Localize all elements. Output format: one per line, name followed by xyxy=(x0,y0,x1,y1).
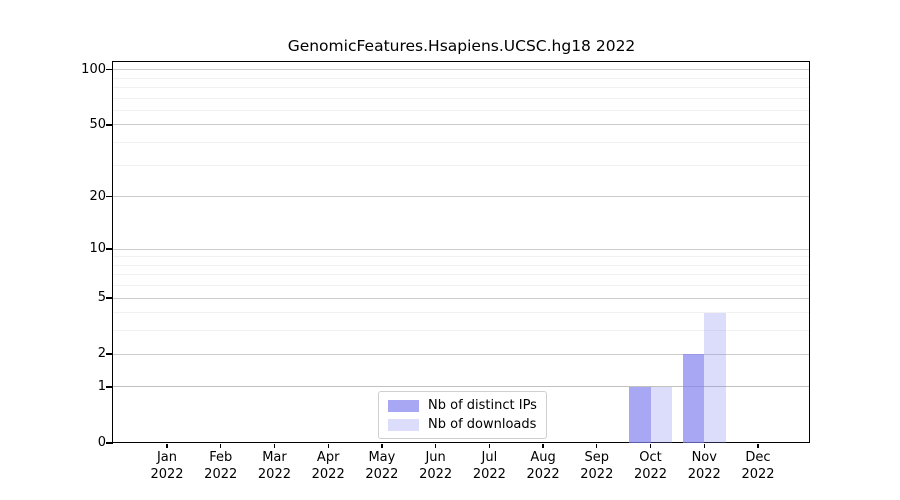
x-tick-mark xyxy=(488,443,490,448)
y-tick-label-20: 20 xyxy=(89,188,106,204)
x-tick-label-nov: Nov 2022 xyxy=(687,450,721,482)
plot-area xyxy=(112,61,810,443)
gridline-major xyxy=(113,124,809,126)
x-tick-label-oct: Oct 2022 xyxy=(633,450,668,482)
y-tick-label-50: 50 xyxy=(89,116,106,132)
y-tick-mark xyxy=(106,297,113,299)
chart-title: GenomicFeatures.Hsapiens.UCSC.hg18 2022 xyxy=(287,37,636,55)
legend-swatch-downloads xyxy=(388,418,419,431)
x-tick-mark xyxy=(327,443,329,448)
y-tick-label-100: 100 xyxy=(81,61,106,77)
gridline-minor xyxy=(113,285,809,287)
y-tick-mark xyxy=(106,196,113,198)
gridline-major xyxy=(113,196,809,198)
x-tick-mark xyxy=(381,443,383,448)
x-tick-mark xyxy=(596,443,598,448)
x-tick-mark xyxy=(220,443,222,448)
bar-downloads-nov xyxy=(704,312,726,443)
gridline-minor xyxy=(113,164,809,166)
gridline-minor xyxy=(113,77,809,79)
gridline-major xyxy=(113,297,809,299)
legend-label-downloads: Nb of downloads xyxy=(428,417,537,432)
x-tick-mark xyxy=(757,443,759,448)
gridline-minor xyxy=(113,330,809,332)
x-tick-mark xyxy=(542,443,544,448)
gridline-minor xyxy=(113,312,809,314)
legend-swatch-distinct-ips xyxy=(388,399,419,412)
gridline-minor xyxy=(113,109,809,111)
legend: Nb of distinct IPs Nb of downloads xyxy=(378,391,547,439)
y-tick-mark xyxy=(106,386,113,388)
x-tick-label-apr: Apr 2022 xyxy=(311,450,345,482)
gridline-minor xyxy=(113,264,809,266)
y-tick-mark xyxy=(106,442,113,444)
y-tick-label-0: 0 xyxy=(97,435,106,450)
y-tick-label-10: 10 xyxy=(89,241,106,256)
y-tick-label-5: 5 xyxy=(97,290,106,306)
x-tick-mark xyxy=(273,443,276,448)
x-tick-mark xyxy=(703,443,705,448)
x-tick-label-may: May 2022 xyxy=(365,450,399,482)
legend-label-distinct-ips: Nb of distinct IPs xyxy=(428,398,537,413)
y-tick-mark xyxy=(106,353,113,355)
gridline-minor xyxy=(113,97,809,99)
gridline-major xyxy=(113,386,809,388)
legend-entry-distinct-ips: Nb of distinct IPs xyxy=(388,398,537,413)
x-tick-mark xyxy=(166,443,168,448)
bar-downloads-oct xyxy=(650,386,673,443)
gridline-major xyxy=(113,248,809,250)
x-tick-label-dec: Dec 2022 xyxy=(741,450,775,482)
gridline-minor xyxy=(113,86,809,88)
x-tick-label-jun: Jun 2022 xyxy=(419,450,453,482)
x-tick-label-sep: Sep 2022 xyxy=(580,450,614,482)
y-tick-mark xyxy=(106,248,113,250)
x-tick-mark xyxy=(434,443,437,448)
gridline-minor xyxy=(113,256,809,258)
y-tick-label-1: 1 xyxy=(97,378,106,394)
y-tick-mark xyxy=(106,124,113,126)
gridline-major xyxy=(113,69,809,71)
x-tick-mark xyxy=(649,443,652,448)
x-tick-label-feb: Feb 2022 xyxy=(204,450,238,482)
legend-entry-downloads: Nb of downloads xyxy=(388,417,537,432)
bar-distinct-ips-nov xyxy=(682,354,705,443)
y-tick-mark xyxy=(106,68,113,71)
x-tick-label-jan: Jan 2022 xyxy=(150,450,184,482)
gridline-minor xyxy=(113,274,809,276)
gridline-major xyxy=(113,353,809,355)
y-tick-label-2: 2 xyxy=(97,346,106,362)
bar-distinct-ips-oct xyxy=(629,386,651,443)
x-tick-label-aug: Aug 2022 xyxy=(526,450,560,482)
x-tick-label-mar: Mar 2022 xyxy=(257,450,291,482)
x-tick-label-jul: Jul 2022 xyxy=(472,450,506,482)
gridline-minor xyxy=(113,142,809,144)
